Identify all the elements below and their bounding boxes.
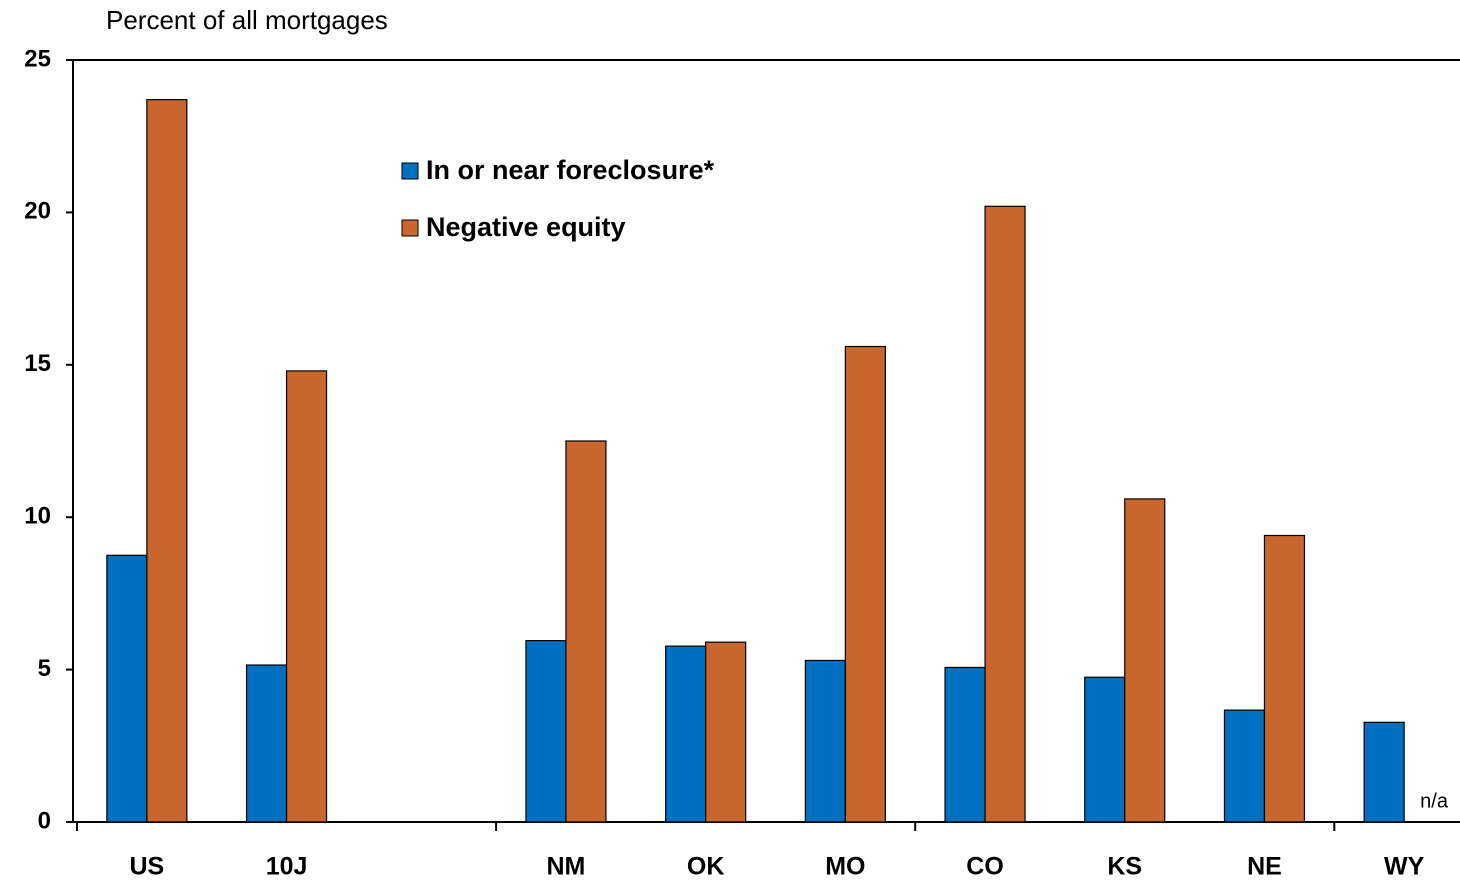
bar [705, 641, 747, 823]
y-tick-label: 10 [24, 503, 51, 530]
y-tick-label: 25 [24, 45, 51, 72]
bar [146, 99, 188, 823]
legend-label: In or near foreclosure* [426, 155, 715, 185]
y-tick-label: 0 [38, 807, 51, 834]
x-tick-label: NE [1247, 853, 1282, 881]
y-tick-label: 5 [38, 655, 51, 682]
x-tick-label: KS [1107, 853, 1142, 881]
bar [1263, 534, 1306, 823]
x-tick-label: 10J [266, 853, 308, 881]
x-tick-label: MO [825, 853, 865, 881]
bar [944, 666, 986, 823]
x-tick-label: US [129, 853, 164, 881]
bar [984, 205, 1026, 823]
bar [1223, 709, 1266, 823]
bar [525, 640, 567, 823]
legend-label: Negative equity [426, 212, 626, 242]
bar [665, 645, 707, 823]
bar [106, 554, 148, 823]
bar [1084, 676, 1126, 823]
x-tick-label: WY [1384, 853, 1425, 881]
bar [285, 370, 328, 823]
bar [1124, 498, 1166, 823]
x-tick-label: NM [547, 853, 586, 881]
bar [245, 664, 288, 823]
bar [804, 659, 846, 823]
bar [565, 440, 607, 823]
legend-swatch [401, 162, 419, 180]
y-tick-label: 15 [24, 350, 51, 377]
bar [844, 345, 886, 823]
y-tick-label: 20 [24, 198, 51, 225]
missing-label: n/a [1420, 790, 1449, 812]
y-axis-title: Percent of all mortgages [106, 5, 388, 35]
legend-swatch [401, 219, 419, 237]
x-tick-label: CO [966, 853, 1004, 881]
bar [1363, 721, 1405, 823]
x-tick-label: OK [687, 853, 725, 881]
